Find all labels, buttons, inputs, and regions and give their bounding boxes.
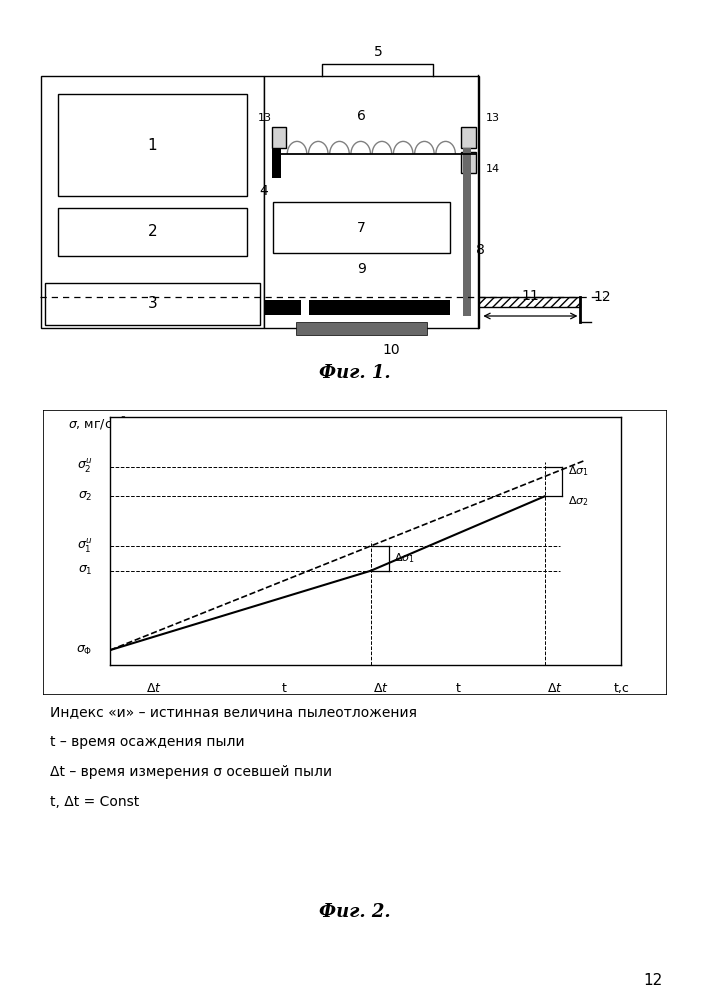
Text: $\Delta\sigma_2$: $\Delta\sigma_2$ [567, 494, 589, 508]
Text: 12: 12 [643, 973, 663, 988]
Text: 7: 7 [357, 221, 366, 235]
Bar [263, 76, 479, 328]
Bar [58, 94, 247, 196]
Text: t, Δt = Const: t, Δt = Const [50, 795, 139, 809]
Text: $\Delta t$: $\Delta t$ [146, 682, 161, 695]
Text: t: t [455, 682, 460, 695]
Text: 13: 13 [258, 113, 272, 123]
Text: $\sigma_2$: $\sigma_2$ [77, 490, 92, 503]
Bar [41, 76, 263, 328]
Bar [296, 322, 427, 335]
Text: 11: 11 [521, 289, 539, 303]
Text: 1: 1 [148, 137, 158, 152]
Text: 9: 9 [357, 262, 366, 276]
Text: t,с: t,с [613, 682, 629, 695]
Text: Фиг. 1.: Фиг. 1. [320, 364, 390, 382]
Text: $\sigma$, мг/см$^2$: $\sigma$, мг/см$^2$ [67, 416, 126, 433]
Text: 8: 8 [476, 243, 485, 257]
Bar [462, 152, 476, 173]
Bar [58, 208, 247, 256]
Text: 4: 4 [259, 184, 268, 198]
Text: $\sigma_\Phi$: $\sigma_\Phi$ [76, 644, 92, 657]
Text: $\Delta\sigma_1$: $\Delta\sigma_1$ [567, 464, 589, 478]
Text: $\Delta t$: $\Delta t$ [373, 682, 389, 695]
Bar [310, 300, 449, 315]
Text: Индекс «и» – истинная величина пылеотложения: Индекс «и» – истинная величина пылеотлож… [50, 705, 417, 719]
Text: 6: 6 [357, 109, 366, 123]
Text: $\sigma_1^u$: $\sigma_1^u$ [77, 537, 92, 555]
Bar [265, 300, 301, 315]
Bar [463, 148, 471, 316]
Text: 2: 2 [148, 225, 158, 239]
Text: 5: 5 [373, 45, 382, 59]
Text: 3: 3 [148, 296, 158, 312]
Text: Фиг. 2.: Фиг. 2. [320, 903, 390, 921]
Bar [272, 133, 280, 178]
Text: $\Delta t$: $\Delta t$ [547, 682, 563, 695]
Text: $\sigma_2^u$: $\sigma_2^u$ [77, 458, 92, 475]
Text: t – время осаждения пыли: t – время осаждения пыли [50, 735, 244, 749]
Bar [462, 127, 476, 148]
Bar [273, 202, 449, 253]
Bar [479, 297, 580, 307]
Bar [272, 127, 286, 148]
Text: 10: 10 [382, 343, 400, 357]
Bar [45, 283, 261, 325]
Text: 13: 13 [486, 113, 500, 123]
Text: 14: 14 [486, 164, 500, 174]
Text: $\Delta\sigma_1$: $\Delta\sigma_1$ [394, 551, 415, 565]
Text: 12: 12 [594, 290, 611, 304]
Text: $\sigma_1$: $\sigma_1$ [77, 564, 92, 577]
Text: Δt – время измерения σ осевшей пыли: Δt – время измерения σ осевшей пыли [50, 765, 332, 779]
Text: t: t [281, 682, 286, 695]
